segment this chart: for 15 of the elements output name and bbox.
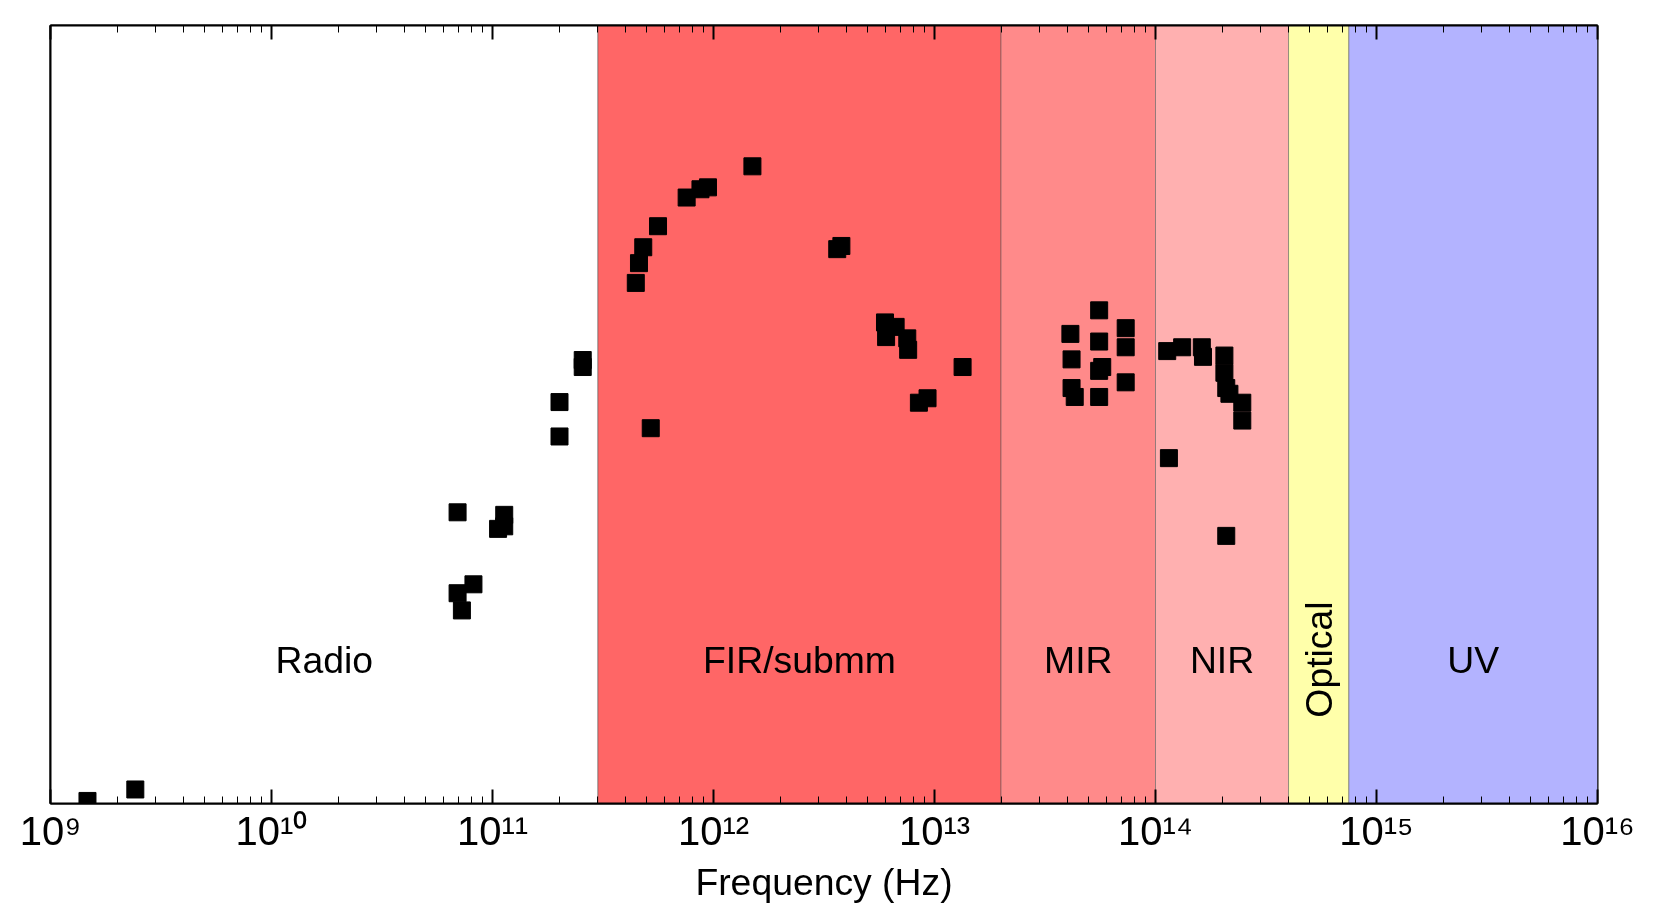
x-tick-label: 10¹⁵	[1339, 808, 1414, 853]
x-tick-label: 10⁹	[19, 808, 82, 853]
band-label: Radio	[275, 638, 373, 681]
x-tick-label: 10¹⁶	[1560, 808, 1635, 853]
x-tick-label: 10¹³	[898, 808, 971, 853]
x-axis-title: Frequency (Hz)	[695, 860, 953, 903]
x-tick-label: 10¹⁰	[235, 808, 308, 853]
x-tick-label: 10¹⁴	[1118, 808, 1193, 853]
x-tick-label: 10¹²	[677, 808, 750, 853]
band-label: UV	[1447, 638, 1500, 681]
band-label: NIR	[1189, 638, 1255, 681]
band-label: FIR/submm	[703, 638, 896, 681]
band-label: MIR	[1044, 638, 1113, 681]
x-tick-label: 10¹¹	[456, 808, 529, 853]
band-label: Optical	[1297, 601, 1340, 718]
